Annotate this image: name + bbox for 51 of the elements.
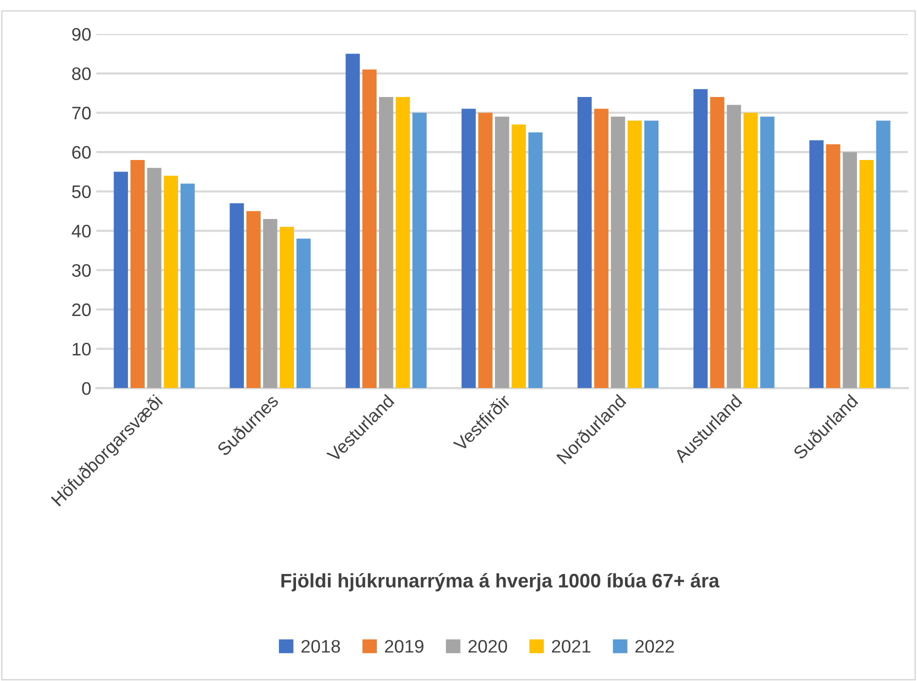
y-tick-label: 60 (72, 146, 91, 159)
bar (859, 160, 874, 388)
bar (412, 112, 427, 388)
bar (396, 97, 410, 388)
bar (478, 112, 492, 388)
y-tick-label: 40 (72, 224, 91, 238)
y-tick-label: 0 (82, 382, 91, 395)
y-tick-label: 30 (72, 264, 91, 277)
bar (114, 172, 128, 388)
bar (379, 97, 394, 388)
legend-label: 2018 (302, 640, 340, 653)
x-axis-title: Fjöldi hjúkrunarrýma á hverja 1000 íbúa 67+ ára (281, 573, 720, 592)
bar (826, 144, 840, 388)
y-tick-label: 70 (72, 106, 91, 120)
bar (164, 176, 178, 388)
bar (610, 116, 626, 388)
y-tick-label: 80 (72, 67, 91, 80)
bar (528, 132, 543, 388)
bar (512, 124, 526, 388)
bar (726, 104, 742, 388)
bar (876, 120, 890, 388)
bar (710, 97, 724, 388)
legend-label: 2021 (552, 640, 590, 653)
y-tick-label: 20 (72, 303, 91, 316)
bar (744, 112, 758, 388)
bar (280, 226, 294, 388)
bar (230, 203, 244, 388)
bar (246, 211, 261, 388)
bar (578, 97, 592, 388)
bar (462, 108, 476, 388)
bar (362, 69, 377, 388)
bar (346, 54, 360, 388)
legend-label: 2022 (635, 640, 674, 653)
bar (644, 120, 658, 388)
legend-label: 2020 (468, 640, 508, 653)
legend-label: 2019 (385, 640, 424, 653)
bar (842, 152, 857, 388)
bar (180, 184, 195, 388)
bar (494, 116, 510, 388)
bar (263, 218, 278, 388)
bar (809, 140, 824, 388)
y-tick-label: 50 (72, 185, 91, 198)
bar (296, 238, 311, 388)
bar (594, 108, 608, 388)
bar (628, 120, 642, 388)
bar (130, 160, 145, 388)
bar (147, 168, 162, 388)
bar (693, 89, 708, 388)
y-tick-label: 90 (72, 28, 91, 41)
y-tick-label: 10 (72, 342, 91, 356)
bar (760, 116, 774, 388)
